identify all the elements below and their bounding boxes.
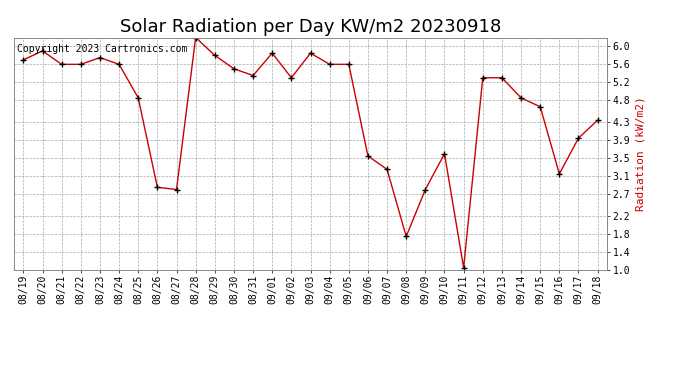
Title: Solar Radiation per Day KW/m2 20230918: Solar Radiation per Day KW/m2 20230918 [120,18,501,36]
Text: Copyright 2023 Cartronics.com: Copyright 2023 Cartronics.com [17,45,187,54]
Y-axis label: Radiation (kW/m2): Radiation (kW/m2) [636,96,646,211]
